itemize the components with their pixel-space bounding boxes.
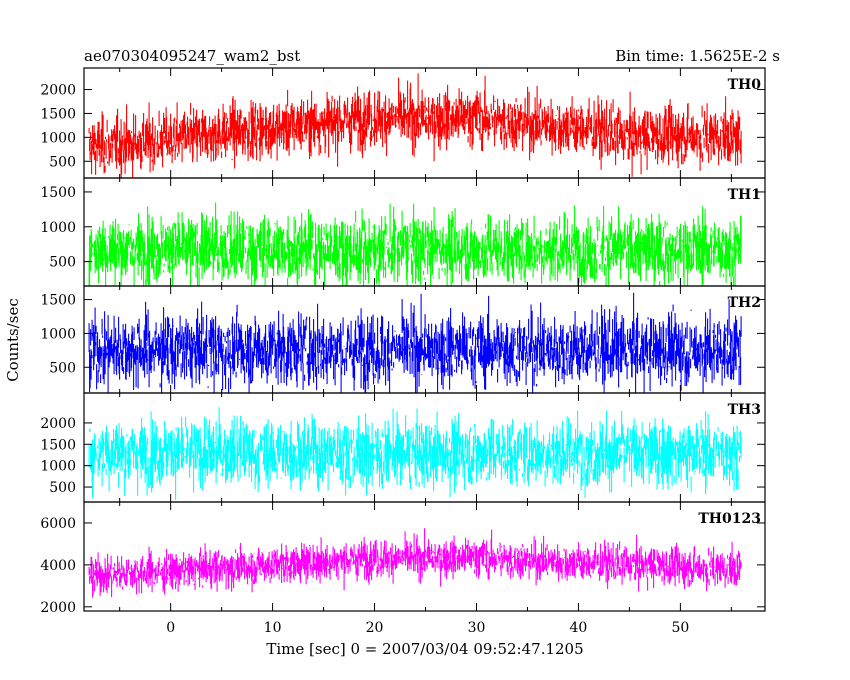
y-axis-label: Counts/sec (4, 298, 22, 382)
panel-frame (83, 501, 766, 612)
y-tick-label: 1000 (40, 220, 76, 236)
panel-label: TH2 (728, 295, 761, 311)
y-tick-label: 1500 (40, 437, 76, 453)
y-tick-label: 1000 (40, 326, 76, 342)
x-tick-label: 0 (166, 620, 175, 636)
panel-th3: 500 1000 1500 2000 TH3 (40, 392, 766, 503)
y-tick-label: 500 (49, 480, 76, 496)
x-tick-label: 10 (264, 620, 282, 636)
y-tick-label: 6000 (40, 516, 76, 532)
y-tick-label: 2000 (40, 600, 76, 616)
x-tick-label: 30 (468, 620, 486, 636)
panel-label: TH0 (728, 77, 762, 93)
panel-th2: 500 1000 1500 TH2 (40, 285, 766, 394)
series-th0 (88, 73, 742, 178)
y-tick-label: 500 (49, 255, 76, 271)
series-th0123 (88, 528, 742, 598)
series-th1 (88, 202, 742, 286)
y-tick-label: 1500 (40, 185, 76, 201)
figure-title: ae070304095247_wam2_bst (84, 47, 300, 65)
y-tick-label: 1000 (40, 459, 76, 475)
panel-th0123: 2000 4000 6000 TH0123 (40, 501, 766, 616)
series-th2 (88, 292, 742, 393)
x-tick-label: 40 (570, 620, 588, 636)
panel-label: TH0123 (698, 511, 761, 527)
x-tick-label: 20 (366, 620, 384, 636)
panel-th1: 500 1000 1500 TH1 (40, 177, 766, 287)
bin-time-label: Bin time: 1.5625E-2 s (615, 47, 780, 65)
series-th3 (88, 407, 742, 500)
y-tick-label: 4000 (40, 558, 76, 574)
y-tick-label: 500 (49, 360, 76, 376)
x-axis-label: Time [sec] 0 = 2007/03/04 09:52:47.1205 (266, 640, 583, 658)
y-tick-label: 1500 (40, 106, 76, 122)
y-tick-label: 2000 (40, 83, 76, 99)
y-tick-label: 500 (49, 154, 76, 170)
panel-label: TH1 (728, 187, 761, 203)
x-tick-label: 50 (671, 620, 689, 636)
panel-th0: 500 1000 1500 2000 TH0 (40, 67, 766, 179)
panel-label: TH3 (728, 402, 761, 418)
y-tick-label: 1000 (40, 130, 76, 146)
y-tick-label: 1500 (40, 293, 76, 309)
y-tick-label: 2000 (40, 416, 76, 432)
